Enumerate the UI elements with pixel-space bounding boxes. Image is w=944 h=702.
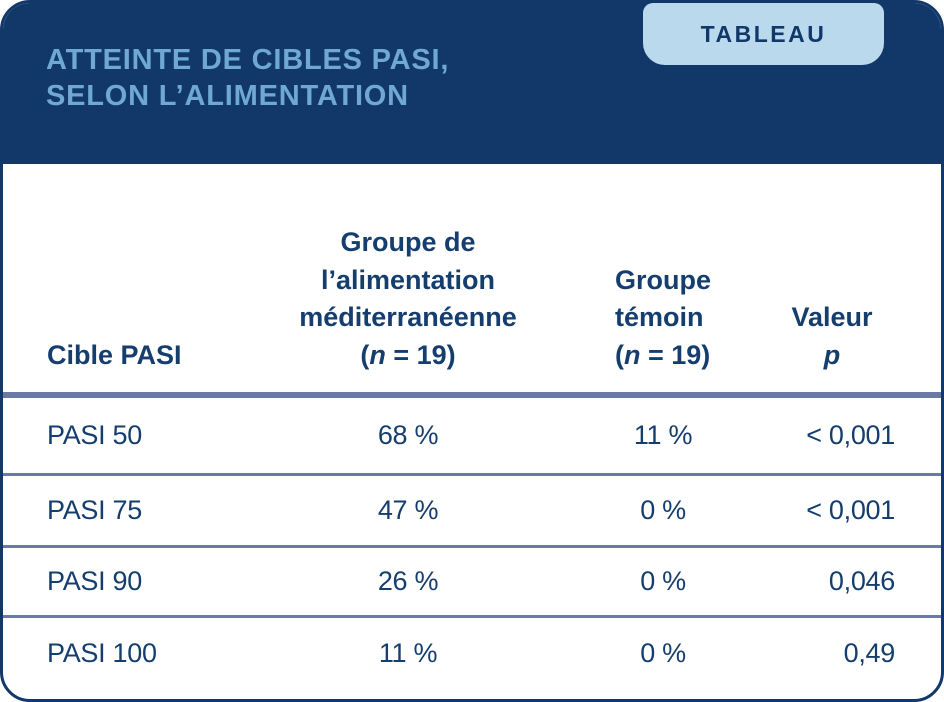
cell-p-value: < 0,001 bbox=[723, 473, 941, 547]
cell-med-value: 47 % bbox=[213, 473, 603, 547]
table-title: ATTEINTE DE CIBLES PASI, SELON L’ALIMENT… bbox=[3, 3, 941, 115]
cell-control-value: 0 % bbox=[603, 473, 723, 547]
cell-p-value: 0,046 bbox=[723, 545, 941, 617]
table-row-pasi-90: PASI 90 26 % 0 % 0,046 bbox=[3, 545, 941, 617]
cell-target: PASI 100 bbox=[3, 615, 213, 699]
column-header-med-group: Groupe de l’alimentation méditerranéenne… bbox=[213, 164, 603, 398]
cell-target: PASI 75 bbox=[3, 473, 213, 547]
table-title-line1: ATTEINTE DE CIBLES PASI, bbox=[46, 44, 450, 76]
cell-control-value: 0 % bbox=[603, 545, 723, 617]
cell-target: PASI 90 bbox=[3, 545, 213, 617]
tableau-badge-label: TABLEAU bbox=[700, 20, 827, 47]
italic-n: n bbox=[623, 340, 641, 371]
cell-med-value: 68 % bbox=[377, 420, 439, 450]
cell-med-value: 26 % bbox=[213, 545, 603, 617]
table-row-pasi-75: PASI 75 47 % 0 % < 0,001 bbox=[3, 473, 941, 547]
column-header-control-group: Groupe témoin (n = 19) bbox=[603, 164, 723, 398]
data-table: Cible PASI Groupe de l’alimentation médi… bbox=[3, 164, 941, 699]
card-header: TABLEAU ATTEINTE DE CIBLES PASI, SELON L… bbox=[3, 3, 941, 164]
table-title-line2: SELON L’ALIMENTATION bbox=[46, 79, 409, 112]
cell-p-value: < 0,001 bbox=[806, 420, 895, 450]
cell-control-value: 0 % bbox=[603, 615, 723, 699]
table-row-pasi-50: PASI 50 68 % 11 % < 0,001 bbox=[3, 395, 941, 475]
cell-p-value: 0,49 bbox=[723, 615, 941, 699]
column-header-target: Cible PASI bbox=[3, 164, 213, 398]
tableau-badge: TABLEAU bbox=[643, 3, 884, 65]
italic-n: n bbox=[369, 340, 386, 371]
table-row-pasi-100: PASI 100 11 % 0 % 0,49 bbox=[3, 615, 941, 699]
cell-control-value: 11 % bbox=[633, 420, 693, 450]
cell-target: PASI 50 bbox=[47, 420, 142, 450]
cell-med-value: 11 % bbox=[213, 615, 603, 699]
italic-p: p bbox=[823, 340, 841, 371]
table-header-row: Cible PASI Groupe de l’alimentation médi… bbox=[3, 164, 941, 398]
column-header-p-value: Valeur p bbox=[723, 164, 941, 398]
